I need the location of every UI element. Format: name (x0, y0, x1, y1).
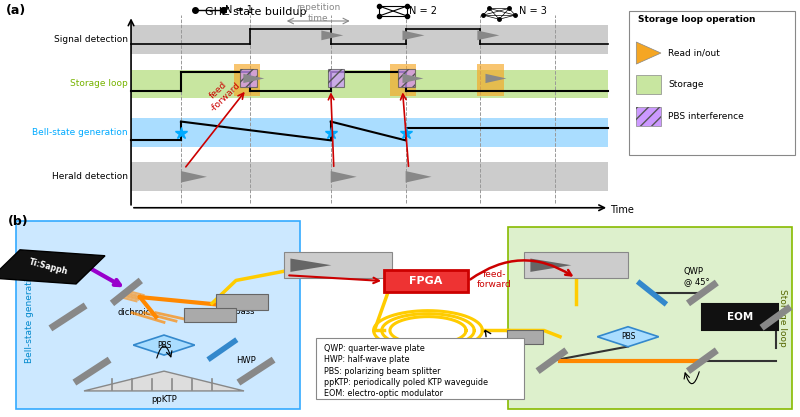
Bar (398, 68, 415, 87)
Bar (390, 64, 416, 96)
Text: Bell-state generation: Bell-state generation (32, 128, 128, 137)
Text: PBS: polarizing beam splitter: PBS: polarizing beam splitter (324, 367, 441, 376)
Text: dichroic: dichroic (118, 308, 151, 317)
Text: Storage loop: Storage loop (70, 80, 128, 88)
Text: Bell-state generation: Bell-state generation (25, 267, 34, 363)
Text: (a): (a) (6, 5, 26, 18)
Text: EOM: electro-optic modulator: EOM: electro-optic modulator (324, 389, 443, 398)
Bar (284, 252, 392, 279)
Text: feed-
forward: feed- forward (477, 270, 512, 289)
Text: Storage: Storage (668, 80, 703, 89)
Bar (131, 163, 608, 191)
Text: (b): (b) (8, 215, 29, 228)
Text: N = 1: N = 1 (225, 5, 253, 15)
Bar (328, 68, 345, 87)
Text: QWP: quarter-wave plate: QWP: quarter-wave plate (324, 344, 425, 353)
Text: Read in/out: Read in/out (668, 48, 720, 58)
Bar (216, 294, 268, 309)
Text: FPGA: FPGA (409, 276, 442, 286)
Text: GHZ state buildup: GHZ state buildup (205, 7, 306, 17)
Bar (234, 64, 260, 96)
Bar (316, 338, 524, 399)
Polygon shape (406, 171, 431, 183)
Bar (524, 252, 628, 279)
Polygon shape (330, 171, 357, 183)
Text: HWP: half-wave plate: HWP: half-wave plate (324, 355, 410, 364)
Bar (131, 70, 608, 98)
Polygon shape (0, 250, 105, 284)
Text: ppKTP: ppKTP (151, 395, 177, 404)
Polygon shape (243, 74, 264, 83)
Text: EOM: EOM (727, 312, 753, 322)
Bar (240, 68, 257, 87)
Bar (131, 118, 608, 147)
Bar (636, 107, 661, 126)
Bar (398, 68, 415, 87)
Text: HWP: HWP (237, 356, 256, 365)
Text: ppKTP: periodically poled KTP waveguide: ppKTP: periodically poled KTP waveguide (324, 378, 488, 387)
Text: repetition
time: repetition time (296, 3, 340, 23)
Bar (636, 75, 661, 94)
Bar (328, 68, 345, 87)
Polygon shape (290, 259, 331, 272)
Text: PBS: PBS (621, 332, 635, 341)
Bar (630, 11, 794, 155)
Bar (384, 270, 468, 292)
Bar (131, 25, 608, 54)
Bar (507, 330, 543, 344)
Polygon shape (84, 371, 244, 391)
Polygon shape (636, 42, 661, 64)
Text: Herald detection: Herald detection (52, 172, 128, 181)
Text: Signal detection: Signal detection (54, 35, 128, 44)
Text: Signal
detection: Signal detection (568, 256, 608, 275)
Bar (702, 304, 778, 330)
Text: PBS interference: PBS interference (668, 112, 744, 121)
Bar (16, 221, 300, 409)
Text: QWP
@ 45°: QWP @ 45° (684, 267, 710, 286)
Bar (636, 107, 661, 126)
Polygon shape (322, 30, 343, 40)
Polygon shape (181, 171, 207, 183)
Text: N = 3: N = 3 (519, 6, 547, 16)
Text: Herald
detection: Herald detection (328, 256, 368, 275)
Polygon shape (134, 335, 194, 355)
Polygon shape (486, 74, 506, 83)
Text: feed
-forward: feed -forward (201, 73, 242, 113)
Text: Storage loop operation: Storage loop operation (638, 15, 755, 25)
Text: Storage loop: Storage loop (778, 289, 787, 347)
Bar (508, 227, 792, 409)
Polygon shape (598, 327, 658, 347)
Text: Time: Time (610, 205, 634, 215)
Polygon shape (402, 30, 425, 40)
Polygon shape (530, 259, 571, 272)
Bar (184, 308, 236, 322)
Text: N = 2: N = 2 (409, 6, 437, 16)
Text: longpass: longpass (218, 307, 254, 316)
Bar (240, 68, 257, 87)
Polygon shape (402, 74, 423, 83)
Text: Ti:Sapph: Ti:Sapph (27, 257, 69, 276)
Bar (478, 64, 503, 96)
Text: PBS: PBS (157, 341, 171, 349)
Polygon shape (478, 30, 499, 40)
